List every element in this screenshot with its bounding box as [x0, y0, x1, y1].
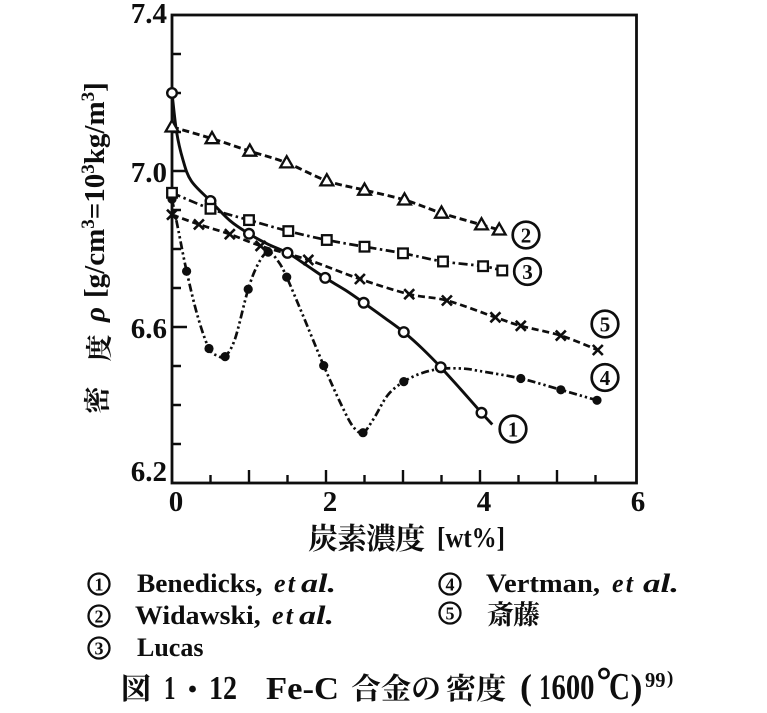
svg-text:al.: al.: [299, 601, 334, 630]
svg-text:[wt%]: [wt%]: [437, 522, 505, 554]
svg-text:99: 99: [645, 668, 666, 692]
svg-text:al.: al.: [643, 569, 679, 598]
svg-text:5: 5: [600, 312, 611, 336]
svg-text:1: 1: [540, 667, 551, 707]
svg-text:1: 1: [164, 670, 176, 707]
svg-text:4: 4: [477, 486, 492, 518]
svg-text:12: 12: [209, 670, 237, 707]
svg-text:6.6: 6.6: [131, 313, 167, 345]
svg-text:Benedicks,: Benedicks,: [137, 569, 263, 598]
svg-text:et: et: [274, 569, 296, 598]
svg-text:C: C: [609, 666, 630, 708]
svg-text:2: 2: [521, 223, 532, 247]
svg-text:7.0: 7.0: [131, 157, 167, 189]
svg-text:6.2: 6.2: [131, 456, 167, 488]
svg-text:1: 1: [508, 417, 519, 441]
svg-text:7.4: 7.4: [131, 0, 167, 30]
svg-text:4: 4: [600, 366, 611, 390]
svg-text:4: 4: [446, 574, 455, 594]
svg-text:0: 0: [169, 486, 184, 518]
svg-text:Vertman,: Vertman,: [486, 569, 600, 598]
svg-text:[g/cm3=103kg/m3]: [g/cm3=103kg/m3]: [78, 82, 111, 298]
svg-text:(: (: [520, 667, 532, 707]
svg-text:5: 5: [446, 603, 455, 623]
svg-text:et: et: [612, 569, 634, 598]
svg-text:Fe-C: Fe-C: [266, 670, 339, 706]
svg-text:): ): [667, 668, 673, 689]
svg-text:al.: al.: [301, 569, 336, 598]
svg-text:ρ: ρ: [79, 307, 111, 323]
svg-text:6: 6: [631, 486, 646, 518]
svg-text:Lucas: Lucas: [137, 633, 203, 662]
svg-text:2: 2: [95, 606, 104, 626]
svg-text:Widawski,: Widawski,: [135, 601, 261, 630]
svg-text:3: 3: [95, 638, 104, 658]
svg-text:600: 600: [552, 667, 595, 707]
svg-text:3: 3: [522, 260, 533, 284]
svg-text:2: 2: [323, 486, 338, 518]
svg-text:et: et: [272, 601, 294, 630]
svg-text:1: 1: [95, 574, 104, 594]
svg-text:): ): [631, 667, 643, 707]
